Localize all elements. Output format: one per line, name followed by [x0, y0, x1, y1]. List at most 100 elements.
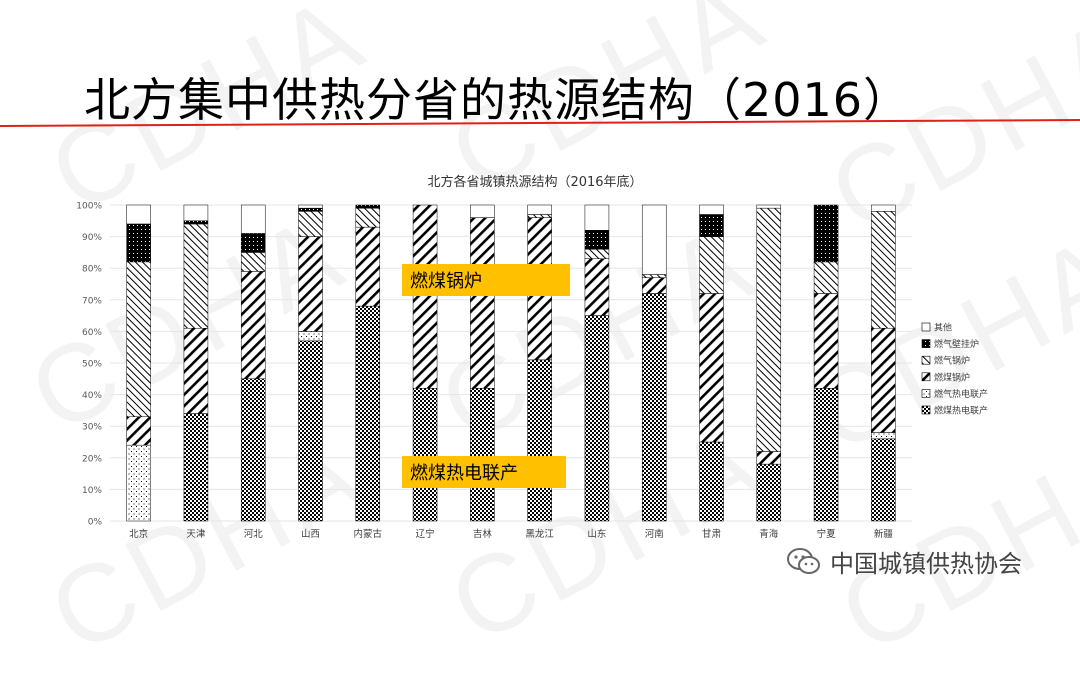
- bar-segment: [871, 432, 896, 440]
- x-tick-label: 黑龙江: [525, 528, 554, 540]
- bar-segment: [641, 274, 667, 278]
- y-tick-label: 60%: [82, 328, 102, 338]
- bar-segment: [871, 327, 896, 433]
- bar-segment: [412, 204, 438, 389]
- legend-label: 其他: [934, 322, 952, 334]
- bar-segment: [298, 236, 323, 332]
- x-tick-label: 北京: [129, 528, 148, 540]
- bar-segment: [412, 388, 438, 522]
- x-tick-label: 甘肃: [702, 528, 721, 540]
- stacked-bar-chart: 北方各省城镇热源结构（2016年底） 0% 10% 20% 30% 40% 50% 60% 7…: [76, 174, 988, 540]
- bar-segment: [584, 248, 610, 259]
- bar-segment: [298, 204, 323, 209]
- annotation-label: 燃煤锅炉: [410, 271, 482, 292]
- bar-segment: [813, 204, 839, 263]
- bar-segment: [871, 211, 896, 329]
- bar-segment: [641, 293, 667, 522]
- bar-segment: [699, 236, 724, 294]
- y-tick-label: 100%: [76, 202, 102, 212]
- y-axis: 0% 10% 20% 30% 40% 50% 60% 70% 80% 90% 100%: [76, 202, 102, 528]
- x-tick-label: 宁夏: [817, 528, 837, 540]
- x-tick-label: 山东: [587, 528, 606, 540]
- legend-label: 燃煤热电联产: [934, 405, 988, 417]
- bar-segment: [470, 388, 495, 522]
- y-tick-label: 20%: [82, 454, 102, 464]
- bar-segment: [470, 217, 495, 389]
- x-tick-label: 山西: [301, 529, 320, 540]
- brand-text: 中国城镇供热协会: [830, 550, 1022, 578]
- bar-segment: [298, 331, 323, 342]
- bar-segment: [183, 413, 209, 522]
- x-axis: 北京 天津 河北 山西 内蒙古 辽宁 吉林 黑龙江 山东 河南 甘肃 青海 宁夏 新疆: [129, 528, 893, 540]
- y-tick-label: 50%: [82, 360, 102, 370]
- y-tick-label: 70%: [82, 296, 102, 306]
- bar-segment: [527, 359, 552, 522]
- bar-segment: [355, 207, 381, 228]
- bar-segment: [641, 277, 667, 294]
- bar-segment: [183, 220, 209, 225]
- bar-segment: [756, 204, 782, 209]
- bar-segment: [126, 416, 151, 446]
- chart-title: 北方各省城镇热源结构（2016年底）: [427, 174, 642, 190]
- bar-segment: [527, 204, 552, 215]
- bar-segment: [183, 223, 209, 329]
- bar-segment: [183, 327, 209, 414]
- x-tick-label: 河南: [645, 528, 664, 540]
- bar-segment: [298, 207, 323, 212]
- x-tick-label: 内蒙古: [354, 528, 383, 540]
- bar-segment: [126, 204, 151, 225]
- legend-label: 燃气锅炉: [934, 355, 970, 367]
- legend-label: 燃气壁挂炉: [934, 338, 979, 350]
- bar-segment: [355, 305, 381, 522]
- x-tick-label: 新疆: [874, 528, 894, 540]
- bar-segment: [584, 258, 610, 316]
- bar-segment: [240, 252, 266, 272]
- wechat-icon: [787, 547, 820, 574]
- bar-segment: [298, 340, 323, 522]
- bar-segment: [756, 451, 782, 465]
- bar-segment: [871, 438, 896, 522]
- x-tick-label: 吉林: [473, 528, 493, 540]
- y-tick-label: 30%: [82, 423, 102, 433]
- bar-segment: [527, 214, 552, 218]
- y-tick-label: 90%: [82, 233, 102, 243]
- bar-segment: [871, 204, 896, 212]
- y-tick-label: 40%: [82, 391, 102, 401]
- bar-segment: [355, 226, 381, 307]
- brand-mark: 中国城镇供热协会: [786, 544, 1022, 579]
- bar-segment: [183, 204, 209, 222]
- bar-segment: [699, 214, 724, 237]
- bar-segment: [699, 441, 724, 522]
- annotation-label: 燃煤热电联产: [410, 463, 518, 484]
- bars: [126, 204, 896, 522]
- annotation-highlight: [402, 264, 570, 296]
- bar-segment: [584, 315, 610, 522]
- y-tick-label: 80%: [82, 265, 102, 275]
- annotation-highlight: [402, 456, 566, 488]
- bar-segment: [813, 261, 839, 294]
- x-tick-label: 辽宁: [416, 528, 435, 540]
- bar-segment: [584, 230, 610, 250]
- y-tick-label: 10%: [82, 486, 102, 496]
- legend-swatch: [921, 405, 931, 415]
- bar-segment: [641, 204, 667, 275]
- bar-segment: [813, 293, 839, 389]
- legend-label: 燃煤锅炉: [934, 371, 970, 383]
- bar-segment: [470, 204, 495, 218]
- bar-segment: [240, 204, 266, 234]
- legend-swatch: [921, 355, 931, 365]
- x-tick-label: 青海: [759, 528, 779, 540]
- page-title: 北方集中供热分省的热源结构（2016）: [84, 73, 911, 127]
- bar-segment: [126, 223, 151, 263]
- bar-segment: [699, 293, 724, 443]
- bar-segment: [126, 261, 151, 417]
- legend-swatch: [921, 372, 931, 382]
- bar-segment: [756, 463, 782, 522]
- x-tick-label: 天津: [186, 529, 206, 540]
- legend-swatch: [921, 389, 931, 398]
- bar-segment: [240, 378, 266, 522]
- legend-label: 燃气热电联产: [934, 388, 988, 400]
- bar-segment: [298, 211, 323, 237]
- bar-segment: [756, 207, 782, 452]
